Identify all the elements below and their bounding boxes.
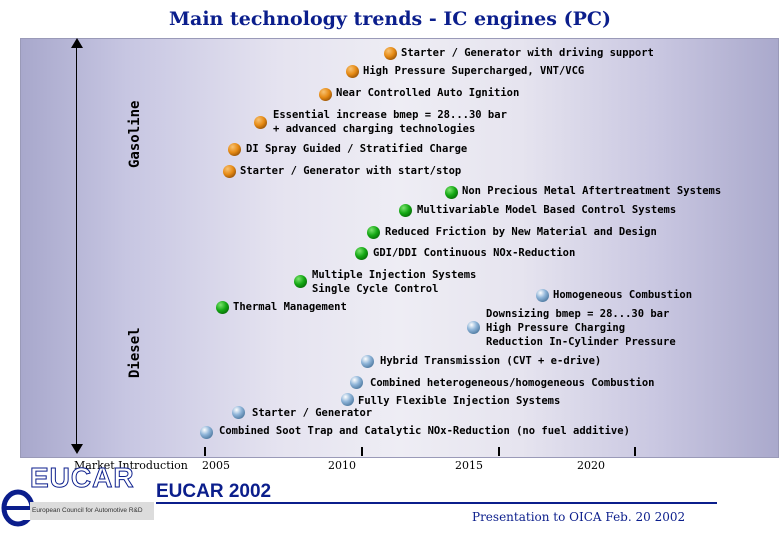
orange-bullet-icon (319, 88, 332, 101)
trend-item-label: Combined heterogeneous/homogeneous Combu… (370, 377, 655, 389)
year-tick (361, 447, 363, 456)
vertical-double-arrow (71, 38, 83, 454)
year-tick (204, 447, 206, 456)
trend-item-label: Multiple Injection Systems Single Cycle … (312, 269, 477, 296)
eucar-logo-subtitle: European Council for Automotive R&D (30, 502, 154, 520)
green-bullet-icon (294, 275, 307, 288)
trend-item-label: DI Spray Guided / Stratified Charge (246, 143, 468, 155)
trend-item-label: GDI/DDI Continuous NOx-Reduction (373, 247, 576, 259)
page-title: Main technology trends - IC engines (PC) (169, 8, 611, 30)
trend-item-label: Thermal Management (233, 301, 347, 313)
trend-item-label: Multivariable Model Based Control System… (417, 204, 677, 216)
trend-item-label: High Pressure Supercharged, VNT/VCG (363, 65, 585, 77)
trend-item-label: Combined Soot Trap and Catalytic NOx-Red… (219, 425, 630, 437)
green-bullet-icon (367, 226, 380, 239)
green-bullet-icon (445, 186, 458, 199)
trend-item-label: Hybrid Transmission (CVT + e-drive) (380, 355, 602, 367)
gasoline-label: Gasoline (127, 100, 143, 168)
diesel-label: Diesel (127, 327, 143, 378)
year-tick (634, 447, 636, 456)
blue-bullet-icon (536, 289, 549, 302)
green-bullet-icon (399, 204, 412, 217)
year-label: 2020 (577, 459, 605, 472)
eucar-logo-text: EUCAR (30, 462, 135, 494)
trend-item-label: Essential increase bmep = 28...30 bar + … (273, 109, 507, 136)
market-introduction-label: Market Introduction (74, 459, 188, 472)
footer-divider (156, 502, 717, 504)
orange-bullet-icon (228, 143, 241, 156)
blue-bullet-icon (350, 376, 363, 389)
orange-bullet-icon (384, 47, 397, 60)
green-bullet-icon (355, 247, 368, 260)
blue-bullet-icon (200, 426, 213, 439)
year-label: 2005 (202, 459, 230, 472)
trend-item-label: Fully Flexible Injection Systems (358, 395, 561, 407)
orange-bullet-icon (223, 165, 236, 178)
trend-panel (20, 38, 779, 458)
orange-bullet-icon (346, 65, 359, 78)
eucar-year-label: EUCAR 2002 (156, 481, 272, 502)
blue-bullet-icon (341, 393, 354, 406)
trend-item-label: Near Controlled Auto Ignition (336, 87, 520, 99)
eucar-logo: EUCAR European Council for Automotive R&… (0, 460, 158, 540)
orange-bullet-icon (254, 116, 267, 129)
green-bullet-icon (216, 301, 229, 314)
trend-item-label: Starter / Generator with driving support (401, 47, 654, 59)
blue-bullet-icon (232, 406, 245, 419)
trend-item-label: Starter / Generator with start/stop (240, 165, 462, 177)
trend-item-label: Non Precious Metal Aftertreatment System… (462, 185, 722, 197)
year-label: 2010 (328, 459, 356, 472)
trend-item-label: Homogeneous Combustion (553, 289, 693, 301)
year-tick (498, 447, 500, 456)
trend-item-label: Reduced Friction by New Material and Des… (385, 226, 657, 238)
trend-item-label: Starter / Generator (252, 407, 373, 419)
presentation-note: Presentation to OICA Feb. 20 2002 (472, 510, 686, 524)
vertical-arrow-line (76, 41, 77, 450)
blue-bullet-icon (361, 355, 374, 368)
blue-bullet-icon (467, 321, 480, 334)
trend-item-label: Downsizing bmep = 28...30 bar High Press… (486, 308, 676, 349)
year-label: 2015 (455, 459, 483, 472)
